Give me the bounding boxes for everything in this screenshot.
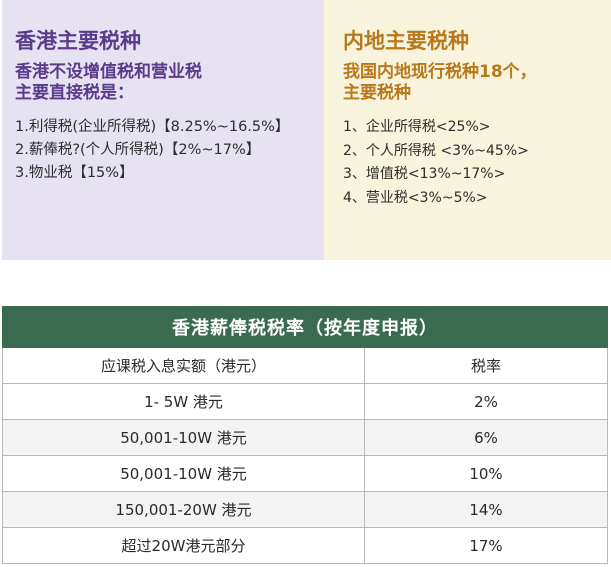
table-row: 50,001-10W 港元 10% bbox=[2, 455, 608, 492]
salary-tax-rate-table: 香港薪俸税税率（按年度申报） 应课税入息实额（港元） 税率 1- 5W 港元 2… bbox=[2, 306, 608, 564]
table-row: 50,001-10W 港元 6% bbox=[2, 419, 608, 456]
hk-panel-subtitle: 香港不设增值税和营业税 主要直接税是： bbox=[15, 62, 202, 104]
mainland-tax-item: 4、营业税<3%~5%> bbox=[343, 189, 488, 206]
mainland-tax-item: 3、增值税<13%~17%> bbox=[343, 166, 506, 182]
mainland-panel-subtitle: 我国内地现行税种18个， 主要税种 bbox=[343, 62, 537, 104]
mainland-panel-title: 内地主要税种 bbox=[343, 29, 469, 53]
mainland-subtitle-line2: 主要税种 bbox=[343, 83, 411, 103]
income-cell: 150,001-20W 港元 bbox=[2, 491, 365, 528]
table-row: 150,001-20W 港元 14% bbox=[2, 491, 608, 528]
mainland-tax-panel: 内地主要税种 我国内地现行税种18个， 主要税种 1、企业所得税<25%> 2、… bbox=[324, 0, 611, 260]
rate-cell: 17% bbox=[364, 527, 608, 564]
income-cell: 1- 5W 港元 bbox=[2, 383, 365, 420]
hk-tax-list: 1.利得税(企业所得税)【8.25%~16.5%】 2.薪俸税?(个人所得税)【… bbox=[15, 116, 289, 185]
mainland-tax-item: 2、个人所得税 <3%~45%> bbox=[343, 142, 529, 159]
hk-panel-title: 香港主要税种 bbox=[15, 29, 141, 53]
mainland-tax-item: 1、企业所得税<25%> bbox=[343, 119, 491, 135]
table-title: 香港薪俸税税率（按年度申报） bbox=[2, 306, 608, 348]
hk-tax-item: 3.物业税【15%】 bbox=[15, 165, 134, 181]
hk-tax-panel: 香港主要税种 香港不设增值税和营业税 主要直接税是： 1.利得税(企业所得税)【… bbox=[2, 0, 324, 260]
table-header-row: 应课税入息实额（港元） 税率 bbox=[2, 347, 608, 384]
income-cell: 超过20W港元部分 bbox=[2, 527, 365, 564]
mainland-tax-list: 1、企业所得税<25%> 2、个人所得税 <3%~45%> 3、增值税<13%~… bbox=[343, 116, 529, 210]
table-row: 超过20W港元部分 17% bbox=[2, 527, 608, 564]
mainland-subtitle-line1: 我国内地现行税种18个， bbox=[343, 62, 537, 82]
hk-subtitle-line2: 主要直接税是： bbox=[15, 83, 134, 103]
column-header-income: 应课税入息实额（港元） bbox=[2, 347, 365, 384]
table-title-row: 香港薪俸税税率（按年度申报） bbox=[2, 306, 608, 348]
rate-cell: 2% bbox=[364, 383, 608, 420]
hk-tax-item: 2.薪俸税?(个人所得税)【2%~17%】 bbox=[15, 142, 261, 158]
hk-tax-item: 1.利得税(企业所得税)【8.25%~16.5%】 bbox=[15, 119, 290, 135]
hk-subtitle-line1: 香港不设增值税和营业税 bbox=[15, 62, 202, 82]
income-cell: 50,001-10W 港元 bbox=[2, 419, 365, 456]
rate-cell: 14% bbox=[364, 491, 608, 528]
column-header-rate: 税率 bbox=[364, 347, 608, 384]
rate-cell: 6% bbox=[364, 419, 608, 456]
income-cell: 50,001-10W 港元 bbox=[2, 455, 365, 492]
table-row: 1- 5W 港元 2% bbox=[2, 383, 608, 420]
rate-cell: 10% bbox=[364, 455, 608, 492]
